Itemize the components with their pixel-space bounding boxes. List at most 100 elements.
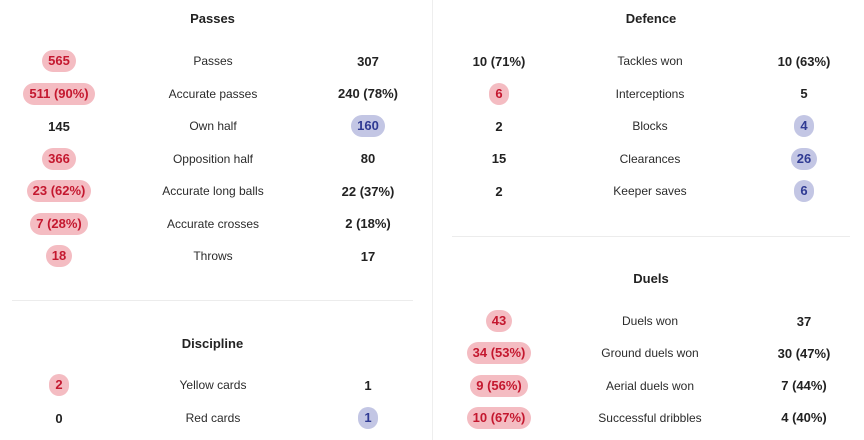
home-value-highlight: 2 [49, 374, 69, 396]
away-value-highlight: 160 [351, 115, 385, 137]
home-value-highlight: 9 (56%) [470, 374, 528, 397]
home-value-cell: 23 (62%) [12, 178, 106, 204]
away-value: 7 (44%) [781, 378, 827, 394]
home-value-highlight: 23 (62%) [26, 180, 92, 202]
home-value-cell: 7 (28%) [12, 211, 106, 237]
home-value-cell: 2 [452, 178, 546, 204]
home-value-highlight: 6 [489, 82, 509, 105]
home-value: 145 [48, 118, 70, 134]
away-value-highlight: 6 [794, 180, 814, 202]
away-value: 240 (78%) [338, 86, 398, 101]
column-divider [432, 0, 433, 440]
away-value-cell: 10 (63%) [757, 48, 851, 74]
stat-label: Keeper saves [613, 184, 687, 198]
stat-label: Accurate long balls [162, 184, 264, 198]
stat-row: 9 (56%) Aerial duels won 7 (44%) [452, 373, 850, 399]
stat-row: 2 Blocks 4 [452, 113, 850, 139]
away-value-cell: 7 (44%) [757, 373, 851, 399]
home-value-cell: 9 (56%) [452, 373, 546, 399]
home-value-cell: 15 [452, 146, 546, 172]
stat-row: 0 Red cards 1 [12, 405, 413, 431]
home-value-cell: 10 (67%) [452, 405, 546, 431]
away-value-cell: 1 [321, 405, 415, 431]
away-value-cell: 240 (78%) [321, 81, 415, 107]
home-value-highlight: 34 (53%) [466, 342, 532, 365]
stat-row: 565 Passes 307 [12, 48, 413, 74]
home-value-highlight: 565 [42, 50, 76, 72]
stat-row: 366 Opposition half 80 [12, 146, 413, 172]
stat-label: Blocks [632, 119, 668, 133]
stat-label: Interceptions [615, 86, 685, 101]
passes-section-title: Passes [190, 11, 235, 26]
home-value-cell: 6 [452, 81, 546, 107]
away-value: 17 [360, 248, 376, 264]
away-value-cell: 80 [321, 146, 415, 172]
stat-row: 6 Interceptions 5 [452, 81, 850, 107]
away-value-cell: 160 [321, 113, 415, 139]
stat-label: Tackles won [617, 54, 683, 68]
away-value: 10 (63%) [777, 53, 831, 69]
home-value-highlight: 18 [45, 245, 73, 267]
home-value-cell: 34 (53%) [452, 340, 546, 366]
home-value: 2 [495, 118, 503, 134]
stat-row: 145 Own half 160 [12, 113, 413, 139]
discipline-section-title: Discipline [181, 336, 244, 351]
away-value-cell: 1 [321, 372, 415, 398]
away-value: 2 (18%) [345, 216, 391, 231]
home-value: 2 [495, 183, 503, 199]
stat-label: Yellow cards [179, 378, 247, 392]
stat-label: Clearances [619, 151, 681, 166]
stat-label: Accurate crosses [166, 216, 260, 231]
away-value-highlight: 1 [358, 407, 378, 429]
home-value-highlight: 7 (28%) [30, 212, 88, 235]
stat-row: 2 Yellow cards 1 [12, 372, 413, 398]
stat-label: Red cards [185, 411, 241, 425]
home-value-highlight: 43 [485, 310, 513, 332]
away-value-cell: 22 (37%) [321, 178, 415, 204]
stat-row: 10 (71%) Tackles won 10 (63%) [452, 48, 850, 74]
home-value-cell: 0 [12, 405, 106, 431]
away-value-cell: 4 [757, 113, 851, 139]
stat-row: 23 (62%) Accurate long balls 22 (37%) [12, 178, 413, 204]
away-value: 30 (47%) [777, 345, 831, 361]
stat-label: Accurate passes [168, 86, 258, 101]
home-value: 15 [491, 151, 507, 166]
home-value-highlight: 366 [42, 147, 76, 170]
away-value: 4 (40%) [781, 410, 827, 426]
away-value-cell: 26 [757, 146, 851, 172]
stat-label: Opposition half [172, 151, 254, 166]
away-value: 307 [357, 53, 379, 69]
left-column: Passes 565 Passes 307 511 (90%) Accurate pas… [12, 0, 413, 440]
home-value-cell: 10 (71%) [452, 48, 546, 74]
away-value: 80 [360, 151, 376, 166]
stat-label: Ground duels won [601, 346, 699, 361]
home-value-cell: 145 [12, 113, 106, 139]
away-value-cell: 17 [321, 243, 415, 269]
home-value-highlight: 511 (90%) [23, 82, 95, 105]
home-value: 10 (71%) [472, 53, 526, 69]
away-value: 1 [364, 377, 372, 393]
away-value-cell: 37 [757, 308, 851, 334]
home-value-cell: 18 [12, 243, 106, 269]
defence-section-title: Defence [625, 11, 677, 26]
stat-row: 43 Duels won 37 [452, 308, 850, 334]
stat-label: Throws [193, 249, 233, 263]
away-value-cell: 307 [321, 48, 415, 74]
away-value-highlight: 26 [790, 147, 818, 170]
home-value-cell: 43 [452, 308, 546, 334]
stat-row: 15 Clearances 26 [452, 146, 850, 172]
home-value: 0 [55, 410, 63, 426]
stat-label: Passes [193, 54, 233, 68]
home-value-highlight: 10 (67%) [466, 406, 532, 429]
home-value-cell: 565 [12, 48, 106, 74]
home-value-cell: 2 [12, 372, 106, 398]
stat-row: 7 (28%) Accurate crosses 2 (18%) [12, 211, 413, 237]
away-value: 5 [800, 86, 808, 101]
stat-label: Duels won [621, 314, 679, 328]
home-value-cell: 366 [12, 146, 106, 172]
away-value: 22 (37%) [341, 183, 395, 199]
right-column: Defence 10 (71%) Tackles won 10 (63%) 6 Inte… [452, 0, 850, 440]
stat-row: 34 (53%) Ground duels won 30 (47%) [452, 340, 850, 366]
home-value-cell: 511 (90%) [12, 81, 106, 107]
section-divider [452, 236, 850, 237]
